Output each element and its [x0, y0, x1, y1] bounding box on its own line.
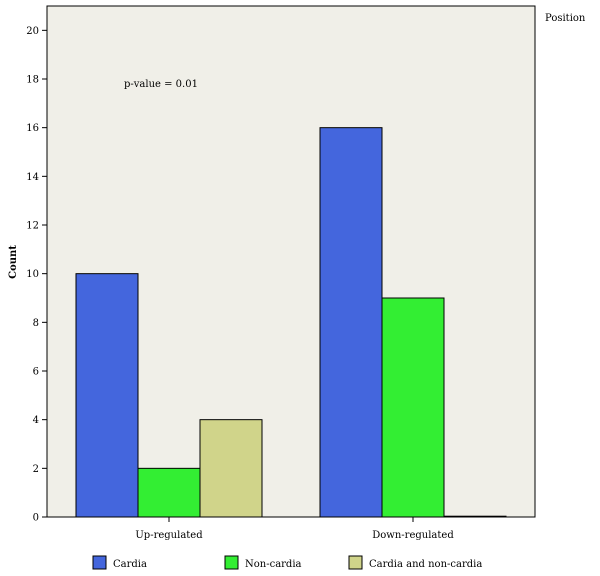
y-axis-title: Count [8, 245, 19, 279]
x-category-label: Down-regulated [372, 530, 454, 541]
legend-swatch [348, 555, 363, 570]
legend: Cardia Non-cardia Cardia and non-cardia [92, 555, 482, 570]
y-tick-label: 20 [26, 26, 39, 37]
bar-cardia-and-non-cardia-up-regulated [199, 419, 263, 518]
bar-cardia-down-regulated [319, 127, 383, 518]
y-tick-label: 16 [26, 123, 39, 134]
y-tick-label: 10 [26, 269, 39, 280]
legend-swatch [224, 555, 239, 570]
y-tick-label: 0 [33, 513, 39, 524]
y-tick-label: 14 [26, 172, 39, 183]
y-axis: 0 2 4 6 8 10 12 14 16 18 20 [26, 26, 47, 524]
legend-label: Cardia and non-cardia [369, 559, 482, 570]
bar-non-cardia-down-regulated [381, 297, 445, 518]
y-tick-label: 18 [26, 75, 39, 86]
bar-cardia-up-regulated [75, 273, 139, 518]
legend-label: Cardia [113, 559, 147, 570]
legend-title: Position [545, 13, 586, 24]
y-tick-label: 12 [26, 221, 39, 232]
y-tick-label: 2 [33, 464, 39, 475]
bar-cardia-and-non-cardia-down-regulated [443, 515, 507, 518]
y-tick-label: 6 [33, 367, 39, 378]
x-category-label: Up-regulated [135, 530, 203, 541]
bars [75, 127, 507, 518]
bar-non-cardia-up-regulated [137, 467, 201, 518]
y-tick-label: 4 [33, 415, 39, 426]
p-value-annotation: p-value = 0.01 [124, 79, 198, 90]
legend-swatch [92, 555, 107, 570]
y-tick-label: 8 [33, 318, 39, 329]
legend-label: Non-cardia [245, 559, 302, 570]
x-axis: Up-regulated Down-regulated [135, 517, 454, 541]
